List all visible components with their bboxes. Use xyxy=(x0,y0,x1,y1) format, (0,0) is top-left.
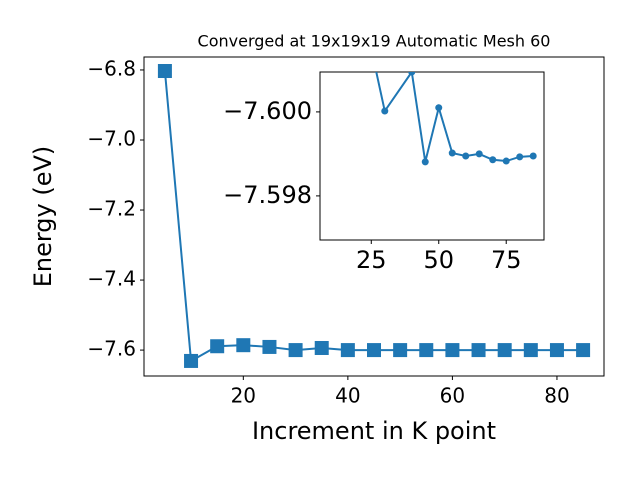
marker xyxy=(576,343,591,358)
marker xyxy=(462,152,470,160)
marker xyxy=(288,343,303,358)
marker xyxy=(475,150,483,158)
x-axis-label: Increment in K point xyxy=(252,417,496,445)
marker xyxy=(516,153,524,161)
marker xyxy=(184,353,199,368)
marker xyxy=(393,343,408,358)
marker xyxy=(502,157,510,165)
x-tick-label: 60 xyxy=(440,384,465,408)
marker xyxy=(381,107,389,115)
series xyxy=(375,72,537,166)
x-tick-label: 50 xyxy=(423,246,454,274)
marker xyxy=(367,343,381,358)
y-tick-label: −7.600 xyxy=(223,97,312,125)
marker xyxy=(421,158,429,166)
x-tick-label: 80 xyxy=(544,384,569,408)
marker xyxy=(529,152,537,160)
marker xyxy=(262,339,277,354)
marker xyxy=(448,149,456,157)
marker xyxy=(549,343,564,358)
y-axis-label: Energy (eV) xyxy=(29,146,57,288)
plot-area xyxy=(319,71,545,241)
y-tick-label: −7.0 xyxy=(87,126,136,150)
marker xyxy=(435,104,443,112)
marker xyxy=(340,343,355,358)
x-tick-label: 75 xyxy=(491,246,522,274)
marker xyxy=(236,338,251,353)
marker xyxy=(497,343,512,358)
marker xyxy=(210,339,225,354)
series xyxy=(157,64,591,368)
marker xyxy=(471,343,486,358)
y-tick-label: −7.4 xyxy=(87,267,136,291)
marker xyxy=(445,343,460,358)
marker xyxy=(314,340,329,355)
y-tick-label: −6.8 xyxy=(87,56,136,80)
x-tick-label: 40 xyxy=(335,384,360,408)
y-tick-label: −7.6 xyxy=(87,337,136,361)
y-tick-label: −7.598 xyxy=(223,181,312,209)
marker xyxy=(157,64,172,79)
x-tick-label: 25 xyxy=(356,246,387,274)
y-tick-label: −7.2 xyxy=(87,197,136,221)
marker xyxy=(419,343,434,358)
chart-title: Converged at 19x19x19 Automatic Mesh 60 xyxy=(198,32,551,51)
marker xyxy=(489,156,497,164)
x-tick-label: 20 xyxy=(231,384,256,408)
marker xyxy=(523,343,538,358)
marker xyxy=(408,72,416,76)
